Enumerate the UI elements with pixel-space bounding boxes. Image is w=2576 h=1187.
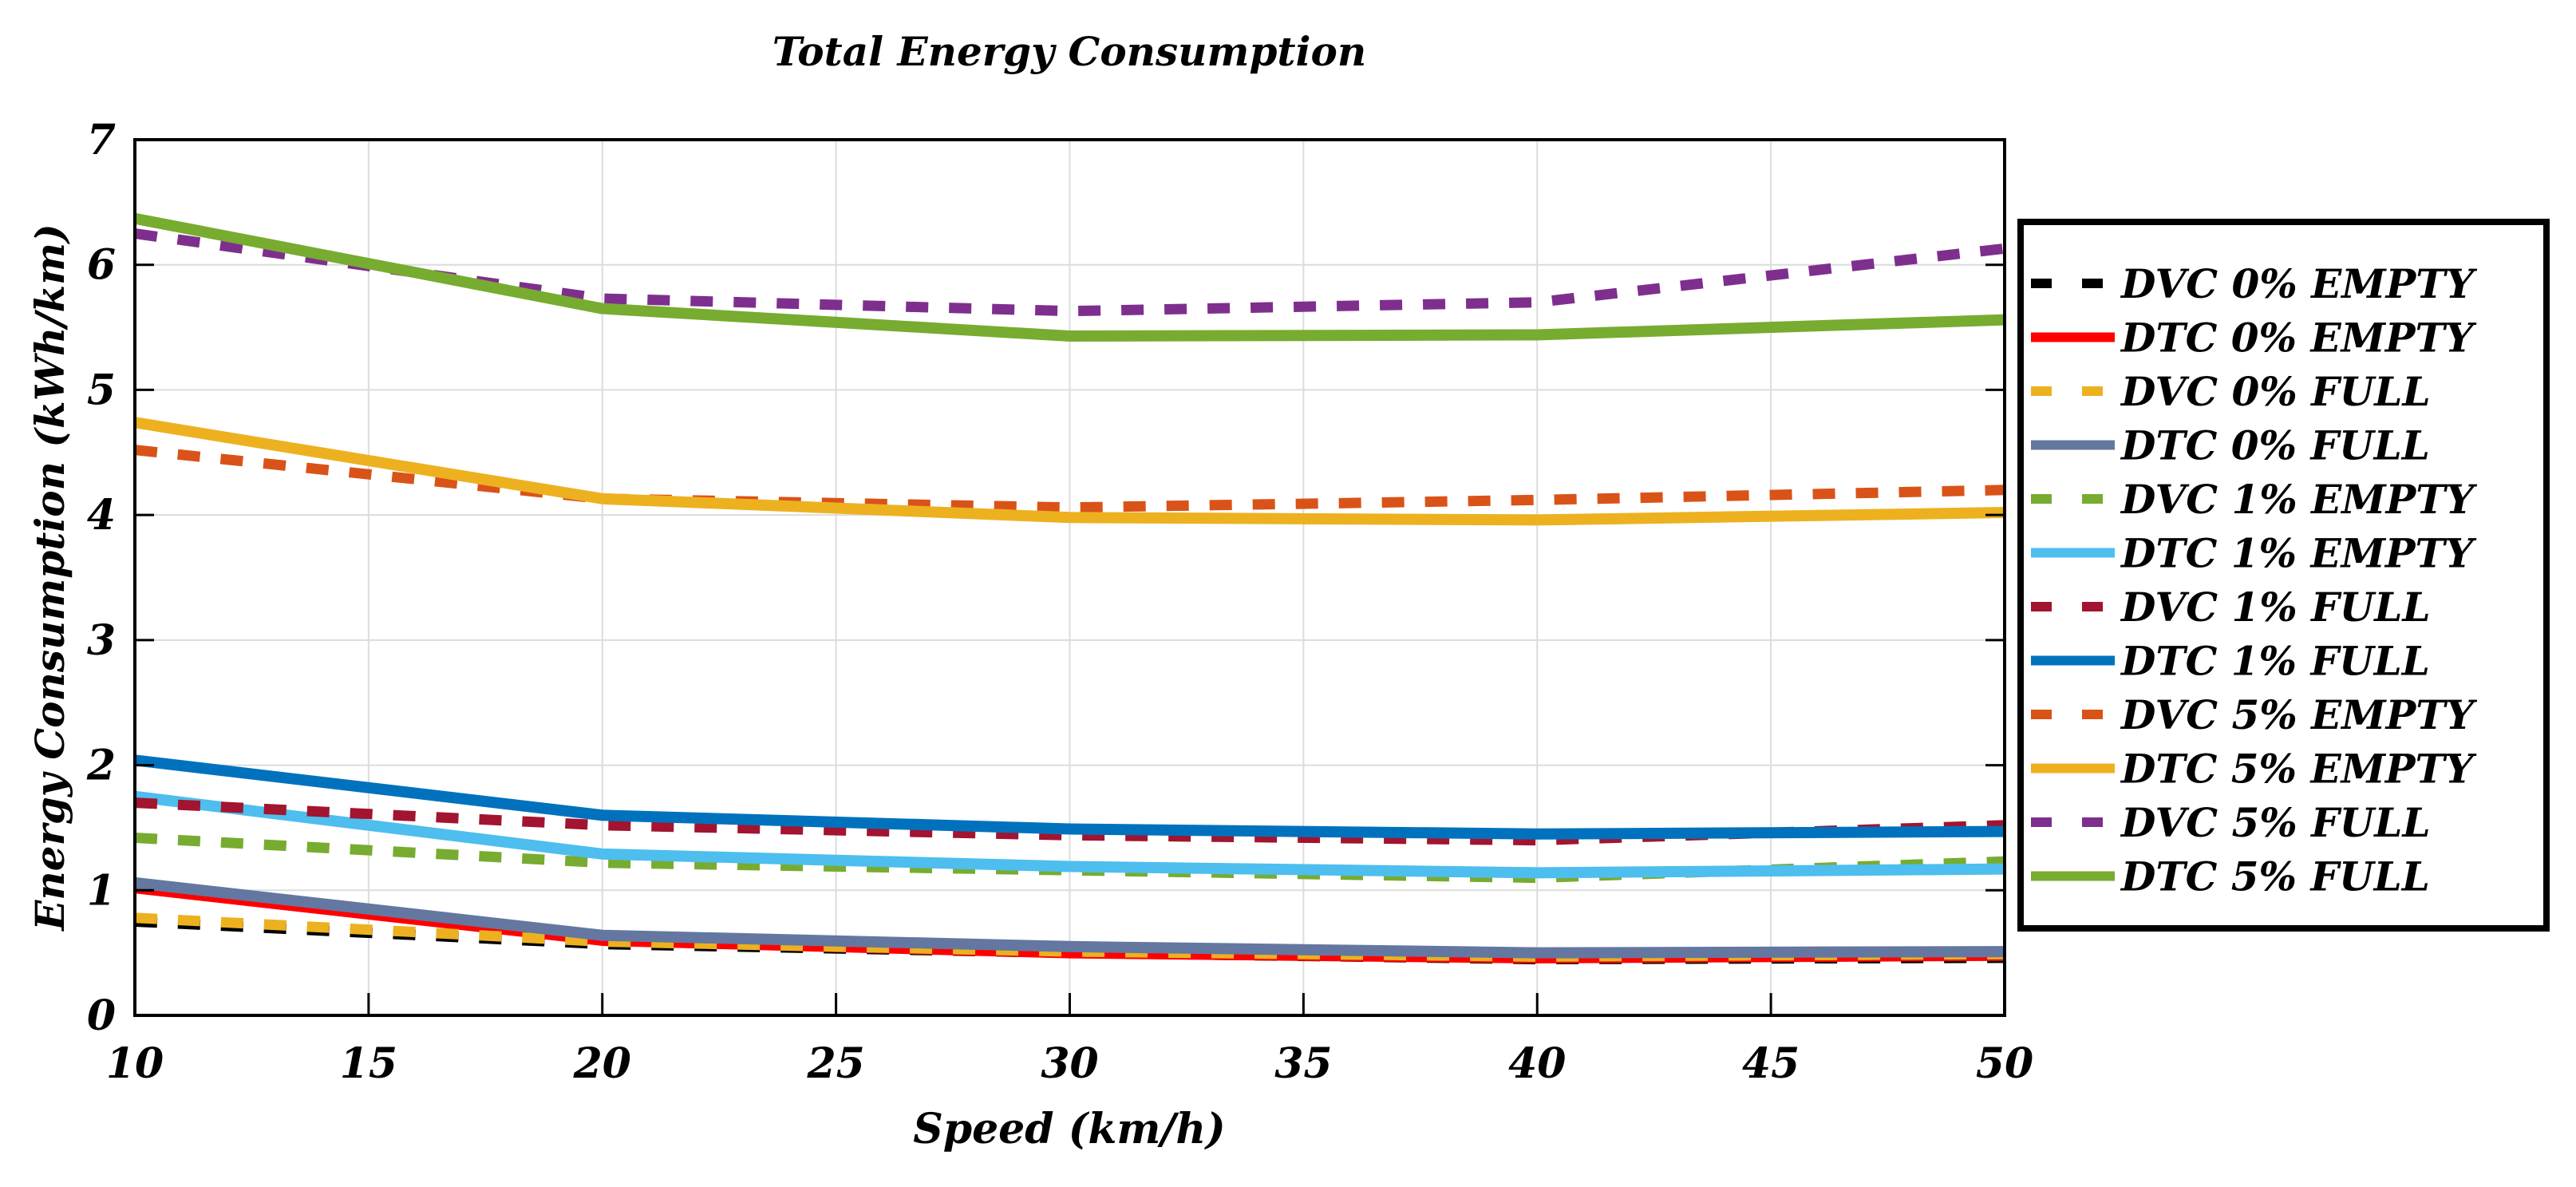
y-tick-label: 6 [87,241,116,290]
y-tick-label: 4 [87,491,116,540]
series-line-dtc-1-full [134,754,2005,840]
legend: DVC 0% EMPTY DTC 0% EMPTY DVC 0% FULL DTC 0… [2017,219,2550,932]
x-tick-label: 50 [1976,1039,2033,1088]
legend-label: DTC 5% EMPTY [2120,746,2477,793]
legend-label: DVC 0% FULL [2120,368,2431,415]
series-line-dtc-5-full [133,212,2005,342]
legend-label: DVC 1% EMPTY [2120,476,2477,523]
series-line-dtc-1-empty [134,790,2005,879]
series-line-dtc-0-full [134,876,2005,959]
legend-label: DTC 0% FULL [2120,422,2430,469]
legend-label: DVC 1% FULL [2120,584,2431,631]
y-axis-label: Energy Consumption (kWh/km) [26,224,73,932]
x-tick-label: 45 [1742,1039,1800,1088]
legend-label: DVC 5% EMPTY [2120,691,2477,738]
series-lines [133,212,2005,964]
series-line-dtc-5-empty [133,417,2005,526]
x-tick-label: 30 [1041,1039,1098,1088]
y-tick-label: 2 [86,742,116,790]
legend-label: DVC 5% FULL [2120,799,2431,846]
y-tick-label: 0 [87,991,116,1040]
legend-label: DVC 0% EMPTY [2120,260,2477,307]
x-tick-label: 40 [1508,1039,1566,1088]
x-axis-label: Speed (km/h) [913,1105,1226,1153]
chart-title: Total Energy Consumption [772,28,1366,75]
y-tick-label: 5 [87,366,116,414]
legend-label: DTC 1% FULL [2120,638,2430,685]
legend-label: DTC 1% EMPTY [2120,530,2477,577]
x-tick-label: 20 [573,1039,631,1088]
y-tick-label: 1 [87,866,116,915]
y-tick-label: 3 [87,616,116,665]
legend-label: DTC 5% FULL [2120,853,2430,900]
x-tick-label: 15 [340,1039,397,1088]
series-line-dvc-5-empty [134,445,2005,513]
x-tick-label: 10 [106,1039,164,1088]
legend-label: DTC 0% EMPTY [2120,315,2477,362]
x-tick-label: 35 [1274,1039,1332,1088]
x-tick-label: 25 [806,1039,864,1088]
y-tick-label: 7 [87,116,116,164]
